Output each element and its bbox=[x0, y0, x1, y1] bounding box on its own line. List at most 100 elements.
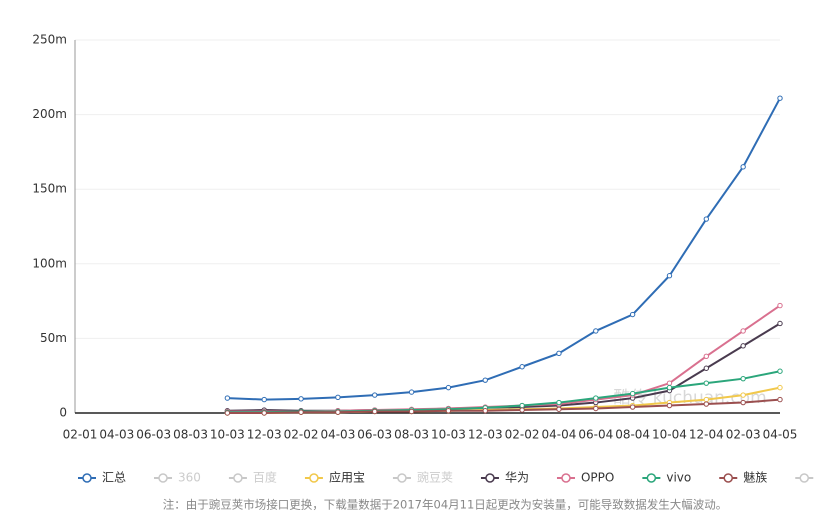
data-point bbox=[298, 396, 304, 402]
data-point bbox=[482, 408, 488, 414]
legend-item[interactable]: OPPO bbox=[556, 471, 614, 485]
y-tick-label: 100m bbox=[32, 256, 67, 270]
legend-label: 百度 bbox=[253, 470, 277, 485]
series-line bbox=[227, 97, 781, 401]
data-point bbox=[703, 396, 710, 403]
data-point bbox=[777, 95, 783, 101]
x-tick-label: 10-04 bbox=[652, 428, 687, 442]
x-tick-label: 04-04 bbox=[542, 428, 577, 442]
data-point bbox=[224, 410, 231, 416]
data-point bbox=[445, 384, 452, 391]
data-point bbox=[666, 273, 673, 279]
legend-label: 豌豆荚 bbox=[417, 470, 453, 485]
data-point bbox=[666, 384, 673, 391]
legend-label: 应用宝 bbox=[329, 470, 365, 485]
legend-label: 华为 bbox=[505, 471, 529, 485]
legend-item[interactable]: 360 bbox=[154, 471, 201, 485]
data-point bbox=[335, 394, 341, 401]
data-point bbox=[261, 410, 267, 416]
y-tick-label: 150m bbox=[32, 182, 67, 196]
data-point bbox=[777, 368, 783, 374]
legend-marker bbox=[561, 473, 571, 483]
data-point bbox=[666, 380, 673, 386]
legend-item[interactable]: 应用宝 bbox=[304, 470, 365, 485]
data-point bbox=[703, 216, 710, 222]
legend-marker bbox=[646, 473, 657, 483]
y-tick-label: 200m bbox=[32, 107, 67, 121]
x-tick-label: 10-03 bbox=[431, 428, 466, 442]
data-point bbox=[740, 392, 746, 398]
y-tick-label: 250m bbox=[32, 33, 67, 47]
legend-item[interactable]: 百度 bbox=[228, 470, 277, 485]
data-point bbox=[372, 408, 378, 415]
legend-marker bbox=[799, 473, 810, 483]
data-point bbox=[519, 407, 525, 413]
legend-label: 360 bbox=[178, 471, 201, 485]
data-point bbox=[482, 377, 488, 383]
x-tick-label: 08-03 bbox=[394, 428, 429, 442]
data-point bbox=[556, 350, 562, 357]
x-tick-label: 12-03 bbox=[468, 428, 503, 442]
x-tick-label: 06-04 bbox=[578, 428, 613, 442]
legend-item[interactable]: 魅族 bbox=[719, 470, 767, 485]
legend-marker bbox=[82, 473, 92, 483]
data-point bbox=[703, 380, 710, 386]
data-point bbox=[740, 328, 746, 334]
legend-label: 汇总 bbox=[102, 471, 126, 485]
x-tick-label: 02-02 bbox=[505, 428, 540, 442]
x-tick-label: 04-05 bbox=[763, 428, 798, 442]
data-point bbox=[445, 408, 452, 414]
data-point bbox=[629, 404, 636, 410]
data-point bbox=[666, 402, 673, 409]
data-point bbox=[519, 402, 525, 409]
data-point bbox=[593, 405, 599, 412]
legend-marker bbox=[158, 473, 168, 483]
legend-marker bbox=[397, 473, 407, 483]
data-point bbox=[261, 396, 267, 403]
legend-item[interactable]: 汇总 bbox=[78, 471, 126, 485]
legend-label: OPPO bbox=[581, 471, 614, 485]
data-point bbox=[777, 396, 783, 403]
data-point bbox=[556, 399, 562, 406]
legend-label: vivo bbox=[666, 471, 691, 485]
data-point bbox=[740, 375, 746, 382]
y-tick-label: 50m bbox=[40, 331, 67, 345]
x-tick-label: 12-03 bbox=[247, 428, 282, 442]
legend-label: 魅族 bbox=[743, 470, 767, 485]
data-point bbox=[777, 384, 783, 391]
x-tick-label: 06-03 bbox=[357, 428, 392, 442]
legend-marker bbox=[485, 473, 495, 483]
y-tick-label: 0 bbox=[59, 406, 67, 420]
series bbox=[224, 396, 783, 416]
data-point bbox=[593, 395, 599, 401]
data-point bbox=[703, 401, 710, 407]
legend-item[interactable]: 华为 bbox=[480, 471, 529, 485]
data-point bbox=[629, 390, 636, 397]
data-point bbox=[298, 409, 304, 415]
data-point bbox=[740, 164, 746, 170]
x-tick-label: 06-03 bbox=[136, 428, 171, 442]
x-tick-label: 08-04 bbox=[615, 428, 650, 442]
x-tick-label: 02-01 bbox=[63, 428, 98, 442]
legend-marker bbox=[723, 473, 733, 483]
data-point bbox=[777, 320, 783, 327]
data-point bbox=[703, 365, 710, 371]
footnote: 注：由于豌豆荚市场接口更换，下载量数据于2017年04月11日起更改为安装量，可… bbox=[163, 498, 728, 512]
data-point bbox=[335, 409, 341, 415]
data-point bbox=[556, 406, 562, 412]
legend-item[interactable]: 联想 bbox=[795, 470, 815, 485]
data-point bbox=[629, 311, 636, 318]
data-point bbox=[593, 328, 599, 334]
legend-item[interactable]: vivo bbox=[642, 471, 691, 485]
series bbox=[224, 95, 783, 403]
x-tick-label: 08-03 bbox=[173, 428, 208, 442]
data-point bbox=[408, 389, 415, 395]
series-line bbox=[227, 398, 781, 414]
data-point bbox=[777, 302, 783, 309]
legend-item[interactable]: 豌豆荚 bbox=[392, 470, 453, 485]
x-tick-label: 04-03 bbox=[99, 428, 134, 442]
data-point bbox=[372, 392, 378, 398]
x-tick-label: 10-03 bbox=[210, 428, 245, 442]
x-tick-label: 02-03 bbox=[726, 428, 761, 442]
legend-marker bbox=[309, 473, 319, 483]
